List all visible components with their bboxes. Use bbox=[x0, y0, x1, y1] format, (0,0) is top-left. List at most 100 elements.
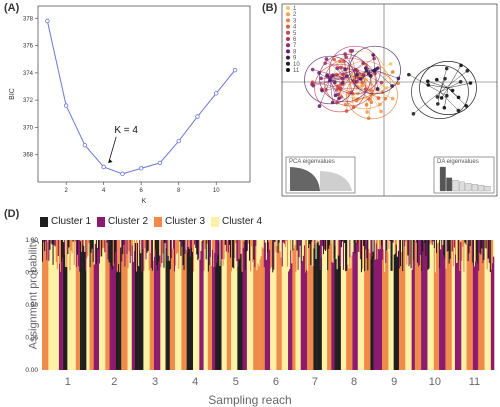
d-bar-segment bbox=[409, 240, 411, 265]
d-bar-segment bbox=[57, 240, 60, 257]
d-bar-segment bbox=[448, 240, 450, 264]
b-segment bbox=[338, 69, 356, 95]
d-bar-segment bbox=[319, 270, 322, 370]
d-bar-segment bbox=[191, 240, 194, 252]
d-bar-segment bbox=[295, 240, 297, 272]
d-bar-segment bbox=[400, 240, 402, 267]
d-bar-segment bbox=[344, 243, 346, 370]
a-bic-point bbox=[63, 103, 69, 108]
d-bar-segment bbox=[442, 240, 444, 246]
b-point bbox=[379, 109, 383, 114]
d-bar-segment bbox=[118, 240, 120, 265]
d-bar-segment bbox=[466, 244, 468, 370]
b-point bbox=[359, 77, 363, 81]
d-reach-label: 11 bbox=[469, 376, 480, 388]
b-segment bbox=[334, 59, 351, 83]
d-bar-segment bbox=[123, 245, 125, 370]
d-bar-segment bbox=[484, 248, 486, 370]
d-bar-segment bbox=[333, 258, 335, 370]
d-bar-segment bbox=[142, 248, 144, 370]
b-segment bbox=[354, 58, 375, 71]
d-bar-segment bbox=[458, 240, 460, 261]
d-bar-segment bbox=[274, 240, 276, 242]
d-bar-segment bbox=[140, 253, 142, 370]
d-bar-segment bbox=[406, 240, 408, 265]
b-point bbox=[407, 72, 411, 77]
b-legend-swatch bbox=[286, 61, 290, 66]
d-bar-segment bbox=[93, 264, 96, 370]
d-bar-segment bbox=[174, 240, 176, 272]
d-bar-segment bbox=[244, 270, 247, 370]
d-bar-segment bbox=[241, 240, 243, 272]
d-bar-segment bbox=[120, 240, 122, 248]
d-bar-segment bbox=[338, 240, 341, 256]
b-point bbox=[383, 96, 388, 101]
d-bar-segment bbox=[167, 255, 170, 370]
b-legend-swatch bbox=[286, 6, 290, 10]
d-bar-segment bbox=[329, 240, 331, 246]
d-bar-segment bbox=[134, 242, 137, 370]
d-bar-segment bbox=[208, 265, 211, 370]
d-bar-segment bbox=[385, 240, 387, 264]
d-bar-segment bbox=[266, 253, 269, 370]
d-bar-segment bbox=[238, 259, 240, 370]
d-bar-segment bbox=[280, 240, 283, 258]
d-bar-segment bbox=[175, 240, 177, 266]
d-bar-segment bbox=[247, 243, 250, 370]
d-bar-segment bbox=[292, 240, 294, 251]
d-bar-segment bbox=[167, 240, 170, 256]
d-bar-segment bbox=[447, 250, 449, 370]
d-bar-segment bbox=[386, 250, 388, 370]
b-point bbox=[341, 80, 345, 85]
b-point bbox=[335, 88, 339, 92]
d-bar-segment bbox=[183, 240, 185, 271]
d-bar-segment bbox=[390, 240, 392, 271]
d-bar-segment bbox=[62, 240, 64, 258]
b-da-eigen-bar bbox=[439, 166, 446, 192]
d-bar-segment bbox=[215, 267, 217, 370]
a-x-tick-label: 10 bbox=[213, 188, 220, 194]
d-y-axis-label: Assignment probability bbox=[27, 238, 40, 350]
d-bar-segment bbox=[404, 240, 406, 247]
d-bar-segment bbox=[262, 240, 265, 249]
cluster-legend-swatch bbox=[40, 216, 48, 227]
b-segment bbox=[436, 79, 449, 89]
d-bar-segment bbox=[232, 267, 234, 370]
d-bar-segment bbox=[434, 240, 437, 273]
d-bar-segment bbox=[273, 269, 275, 370]
b-segment bbox=[356, 69, 376, 75]
d-bar-segment bbox=[378, 249, 381, 370]
d-bar-segment bbox=[184, 240, 186, 254]
d-bar-segment bbox=[160, 267, 162, 370]
d-bar-segment bbox=[334, 245, 336, 370]
d-bar-segment bbox=[217, 240, 219, 255]
b-segment bbox=[427, 81, 449, 89]
d-bar-segment bbox=[70, 240, 72, 251]
d-bar-segment bbox=[474, 240, 477, 262]
d-bar-segment bbox=[223, 259, 226, 370]
d-bar-segment bbox=[264, 240, 267, 243]
d-bar-segment bbox=[372, 251, 374, 370]
d-bar-segment bbox=[103, 247, 105, 370]
a-bic-point bbox=[157, 160, 163, 166]
d-bar-segment bbox=[56, 269, 59, 370]
d-bar-segment bbox=[358, 240, 361, 252]
b-segment bbox=[447, 65, 462, 89]
d-bar-segment bbox=[155, 249, 157, 370]
b-point bbox=[352, 96, 357, 101]
d-reach-label: 6 bbox=[273, 376, 279, 388]
d-bar-segment bbox=[181, 246, 183, 370]
d-bar-segment bbox=[404, 246, 406, 370]
d-bar-segment bbox=[416, 262, 419, 370]
d-bar-segment bbox=[204, 248, 206, 370]
d-bar-segment bbox=[185, 240, 187, 250]
b-segment bbox=[339, 87, 366, 90]
d-bar-segment bbox=[315, 258, 317, 370]
cluster-legend-label: Cluster 2 bbox=[108, 216, 149, 227]
b-segment bbox=[329, 79, 340, 99]
b-da-eigen-bar bbox=[484, 186, 491, 192]
d-bar-segment bbox=[227, 252, 230, 370]
d-bar-segment bbox=[90, 240, 92, 253]
a-y-axis-label: BIC bbox=[9, 88, 16, 100]
b-point bbox=[464, 104, 469, 108]
